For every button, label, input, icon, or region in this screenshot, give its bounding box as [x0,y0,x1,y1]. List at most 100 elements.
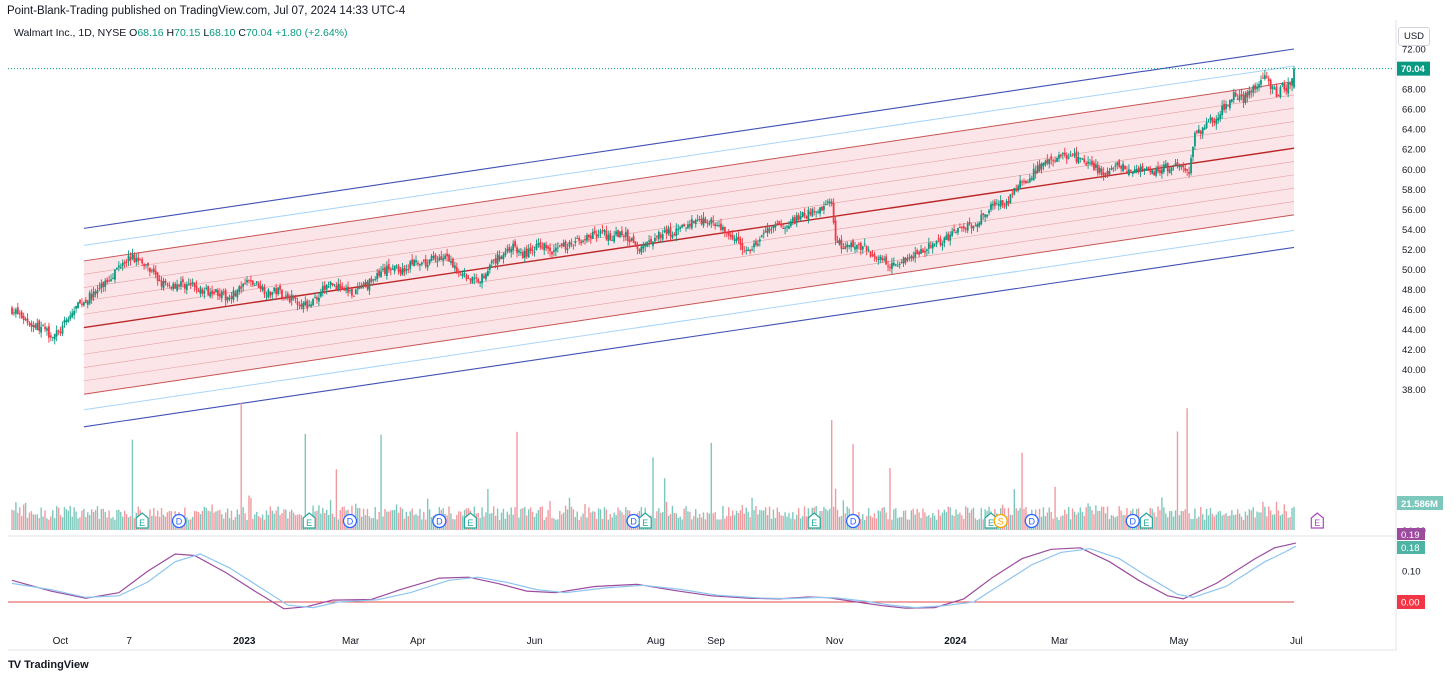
volume-bar [625,507,626,530]
earnings-marker-label: E [1314,518,1320,528]
candle-body [217,290,219,296]
candle-body [1225,104,1227,109]
candle-body [590,236,592,239]
volume-bar [788,513,789,530]
candle-body [75,306,77,309]
candle-body [345,288,347,291]
candle-body [582,241,584,242]
volume-bar [600,509,601,530]
volume-bar [252,519,253,530]
candle-body [642,244,644,248]
candle-body [380,271,382,276]
candle-body [668,229,670,233]
volume-bars [11,402,1294,530]
price-tick-label: 68.00 [1402,85,1426,96]
volume-bar [1043,507,1044,530]
candle-body [532,250,534,251]
candle-body [1093,163,1095,170]
volume-bar [1085,507,1086,530]
candle-body [975,225,977,226]
price-tick-label: 56.00 [1402,205,1426,216]
volume-bar [761,510,762,530]
volume-bar [1233,515,1234,530]
volume-bar [687,511,688,530]
candle-body [629,240,631,243]
candle-body [180,281,182,286]
candle-body [46,328,48,330]
candle-body [192,282,194,283]
volume-bar [233,520,234,530]
volume-badge-label: 21.586M [1401,499,1438,510]
candle-body [708,223,710,224]
candle-body [289,298,291,302]
candle-body [266,295,268,296]
volume-bar [825,509,826,530]
candle-body [605,231,607,239]
candle-body [761,235,763,237]
candle-body [982,213,984,215]
volume-bar [167,512,168,530]
price-tick-label: 72.00 [1402,45,1426,56]
candle-body [17,307,19,314]
volume-bar [955,509,956,530]
candle-body [1025,181,1027,183]
candle-body [29,323,31,324]
volume-bar [37,514,38,530]
candle-body [980,215,982,225]
candle-body [971,225,973,228]
candle-body [1206,122,1208,128]
candle-body [646,242,648,246]
candle-body [279,286,281,290]
volume-bar [1268,507,1269,530]
volume-bar [580,517,581,530]
candle-body [706,222,708,223]
volume-bar [544,520,545,530]
volume-bar [666,502,667,530]
volume-bar [1270,510,1271,530]
candle-body [431,256,433,261]
volume-bar [359,508,360,530]
volume-bar [83,509,84,530]
candle-body [196,286,198,291]
volume-bar [1118,506,1119,530]
volume-bar [1266,516,1267,530]
candle-body [252,281,254,285]
volume-bar [196,511,197,530]
candle-body [403,268,405,272]
tradingview-logo[interactable]: TV TradingView [8,659,89,671]
candle-body [396,265,398,266]
volume-bar [1183,511,1184,530]
candle-body [242,284,244,287]
candle-body [751,249,753,250]
chart-canvas[interactable]: EDEDDEDEEDESDDEE 72.0070.0068.0066.0064.… [0,0,1456,680]
volume-bar [293,513,294,530]
candle-body [194,282,196,286]
volume-bar [1251,510,1252,530]
candle-body [755,241,757,245]
earnings-marker-label: E [811,518,817,528]
candle-body [1289,83,1291,85]
candle-body [1258,84,1260,87]
volume-bar [1068,507,1069,530]
tradingview-brand: TradingView [24,659,89,671]
candle-body [48,326,50,337]
candle-body [367,282,369,289]
candle-body [186,284,188,290]
candle-body [314,297,316,298]
volume-bar [786,517,787,530]
candle-body [1210,117,1212,120]
volume-bar [866,516,867,530]
candle-body [749,250,751,252]
candle-body [264,288,266,295]
candle-body [1246,92,1248,98]
candle-body [11,307,13,314]
volume-bar [1091,510,1092,530]
volume-bar [1084,516,1085,530]
volume-bar [291,510,292,530]
candle-body [302,303,304,309]
candle-body [151,270,153,271]
candle-body [479,282,481,283]
candle-body [539,242,541,247]
candle-body [316,297,318,299]
candle-body [1041,164,1043,169]
